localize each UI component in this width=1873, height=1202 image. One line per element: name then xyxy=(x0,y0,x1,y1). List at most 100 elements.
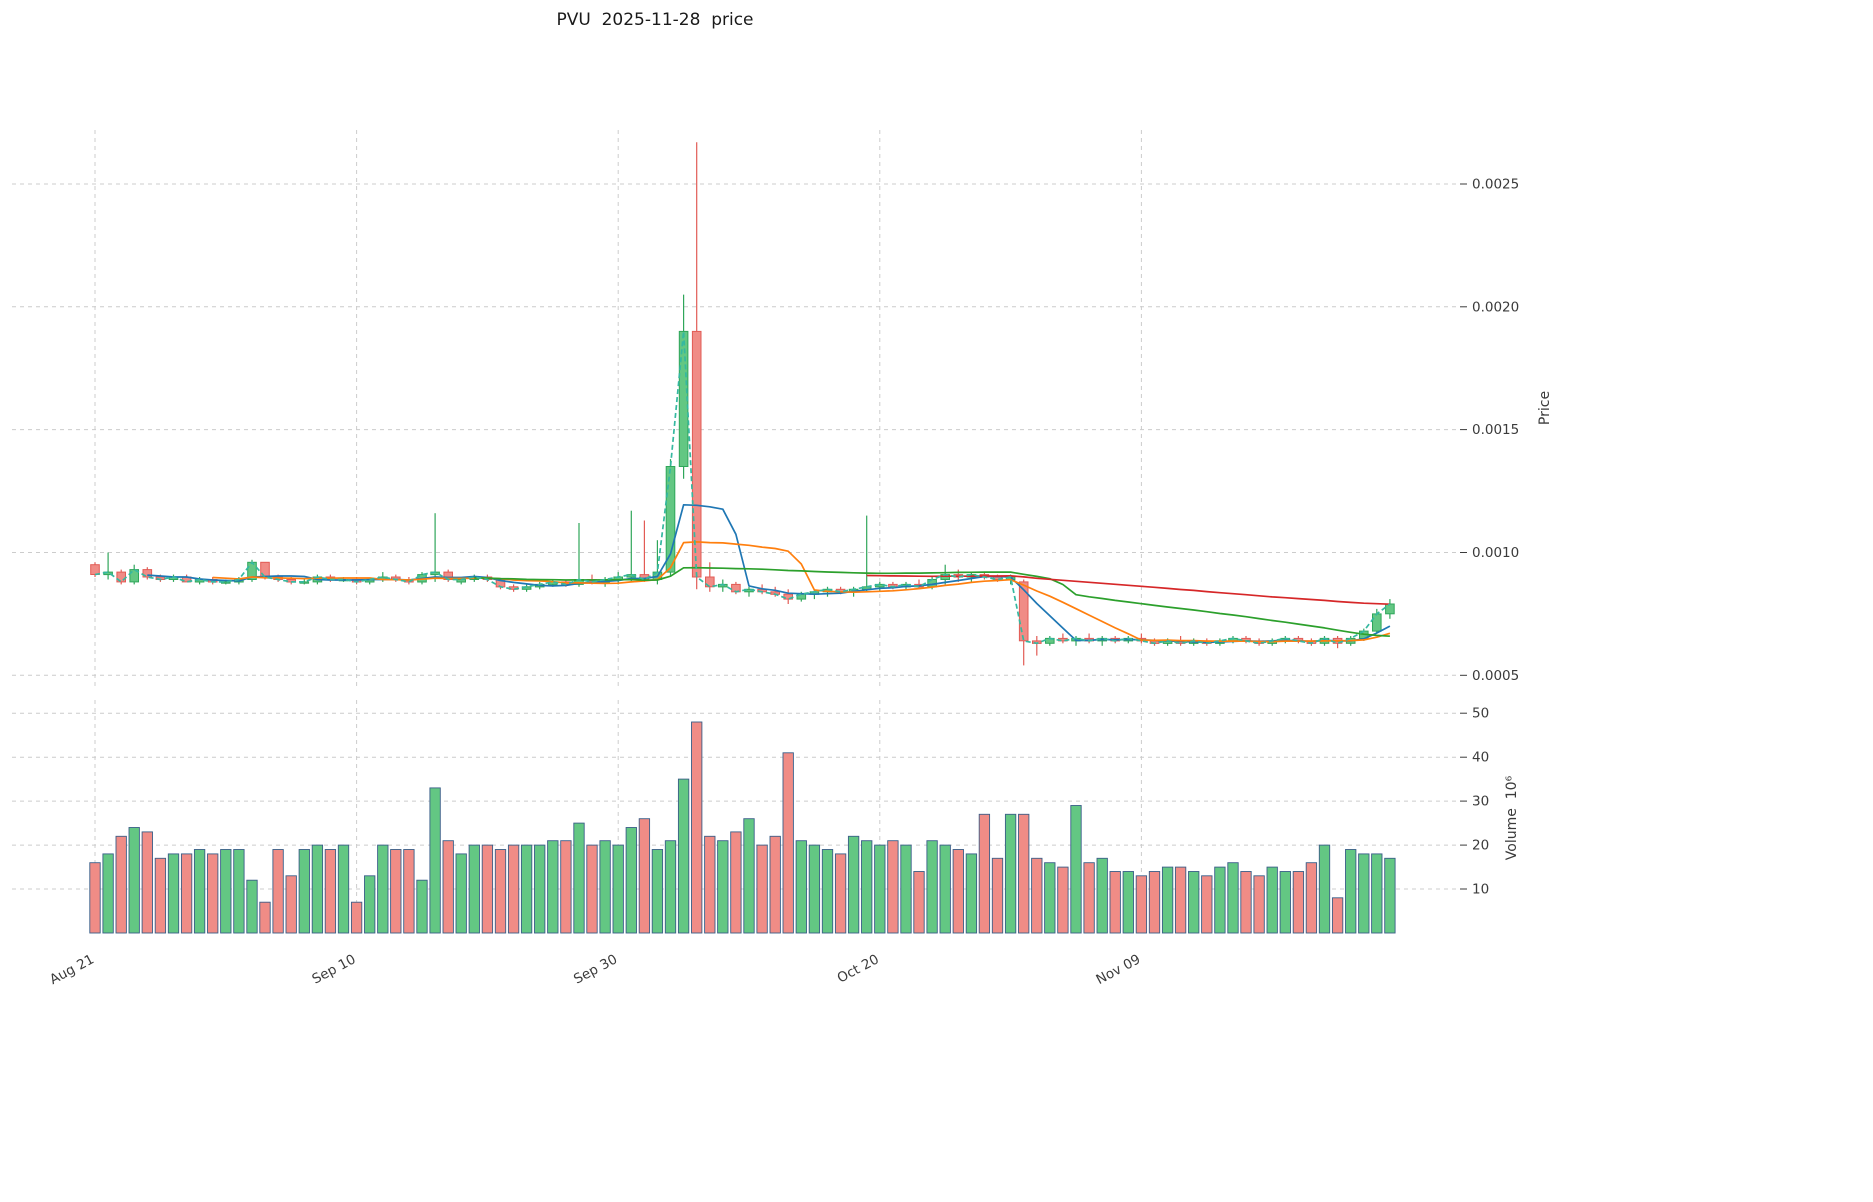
volume-bar xyxy=(1358,853,1370,934)
volume-bar xyxy=(978,813,991,934)
volume-bar xyxy=(1083,862,1095,934)
volume-bar xyxy=(1004,813,1017,934)
candle-body xyxy=(691,330,702,578)
volume-bar xyxy=(180,853,193,934)
x-tick-label: Aug 21 xyxy=(47,951,97,988)
volume-bar xyxy=(638,818,651,934)
volume-bar xyxy=(1135,875,1148,934)
volume-bar xyxy=(167,853,180,934)
volume-bar xyxy=(664,840,677,934)
volume-bar xyxy=(769,835,781,934)
volume-bar xyxy=(756,844,768,934)
volume-bar xyxy=(534,844,546,934)
volume-bar xyxy=(1318,844,1331,934)
volume-bar xyxy=(1096,857,1108,934)
volume-bars xyxy=(89,721,1396,934)
volume-bar xyxy=(952,849,964,934)
volume-bar xyxy=(1031,857,1043,934)
volume-bar xyxy=(599,840,611,934)
volume-bar xyxy=(481,844,494,934)
volume-bar xyxy=(717,840,729,934)
price-tick-label: 0.0005 xyxy=(1472,668,1519,684)
volume-bar xyxy=(1174,866,1187,934)
indicator-sma5 xyxy=(147,503,1391,644)
volume-bar xyxy=(730,831,742,934)
candle-body xyxy=(665,466,676,573)
volume-bar xyxy=(311,844,324,934)
volume-bar xyxy=(743,818,755,934)
volume-bar xyxy=(324,849,337,934)
volume-bar xyxy=(468,844,480,934)
volume-bar xyxy=(1305,862,1318,934)
volume-bar xyxy=(429,787,441,934)
volume-bar xyxy=(520,844,533,934)
volume-bar xyxy=(926,840,938,934)
volume-bar xyxy=(560,840,572,934)
volume-bar xyxy=(847,835,860,934)
price-tick-label: 0.0020 xyxy=(1472,299,1519,315)
volume-bar xyxy=(1384,857,1396,934)
volume-bar xyxy=(350,901,363,934)
volume-bar xyxy=(651,849,664,934)
x-tick-label: Sep 30 xyxy=(571,951,620,987)
volume-bar xyxy=(364,875,376,934)
volume-bar xyxy=(1201,875,1213,934)
volume-bar xyxy=(1044,862,1056,934)
volume-bar xyxy=(861,840,873,934)
volume-bar xyxy=(285,875,297,934)
volume-bar xyxy=(991,857,1004,934)
volume-bar xyxy=(677,778,690,934)
candle-wicks xyxy=(94,142,1391,666)
volume-bar xyxy=(455,853,467,934)
volume-bar xyxy=(1266,866,1278,934)
volume-bar xyxy=(782,752,794,934)
volume-bar xyxy=(1070,805,1082,934)
volume-tick-label: 20 xyxy=(1472,838,1489,854)
volume-bar xyxy=(220,849,232,934)
volume-bar xyxy=(246,879,258,934)
candle-body xyxy=(142,569,153,578)
x-tick-label: Oct 20 xyxy=(835,951,882,986)
volume-bar xyxy=(1292,871,1305,934)
volume-bar xyxy=(154,857,167,934)
candle-body xyxy=(90,564,100,576)
volume-bar xyxy=(128,827,140,934)
volume-bar xyxy=(259,901,271,934)
volume-bar xyxy=(1279,871,1291,934)
volume-bar xyxy=(193,849,206,934)
volume-bar xyxy=(900,844,912,934)
x-tick-label: Sep 10 xyxy=(310,951,359,987)
volume-bar xyxy=(337,844,350,934)
gridlines xyxy=(12,130,1460,933)
x-tick-label: Nov 09 xyxy=(1094,951,1144,988)
price-tick-label: 0.0025 xyxy=(1472,177,1519,193)
volume-bar xyxy=(1109,871,1121,934)
volume-bar xyxy=(233,849,245,934)
volume-tick-label: 40 xyxy=(1472,750,1489,766)
candle-body xyxy=(1018,581,1029,642)
volume-bar xyxy=(1148,871,1161,934)
volume-bar xyxy=(403,849,415,934)
volume-bar xyxy=(1122,871,1134,934)
candle-body xyxy=(1385,603,1395,615)
volume-bar xyxy=(704,835,716,934)
volume-bar xyxy=(1161,866,1174,934)
volume-bar xyxy=(390,849,402,934)
volume-bar xyxy=(507,844,520,934)
volume-bar xyxy=(586,844,598,934)
volume-bar xyxy=(795,840,807,934)
volume-bar xyxy=(573,822,585,934)
volume-bar xyxy=(874,844,886,934)
volume-tick-label: 30 xyxy=(1472,794,1489,810)
volume-bar xyxy=(821,849,834,934)
volume-bar xyxy=(416,879,428,934)
volume-bar xyxy=(808,844,821,934)
volume-bar xyxy=(887,840,899,934)
volume-bar xyxy=(913,871,925,934)
volume-bar xyxy=(1057,866,1069,934)
volume-bar xyxy=(1214,866,1226,934)
candle-bodies xyxy=(90,330,1395,644)
volume-bar xyxy=(377,844,389,934)
volume-bar xyxy=(625,827,637,934)
